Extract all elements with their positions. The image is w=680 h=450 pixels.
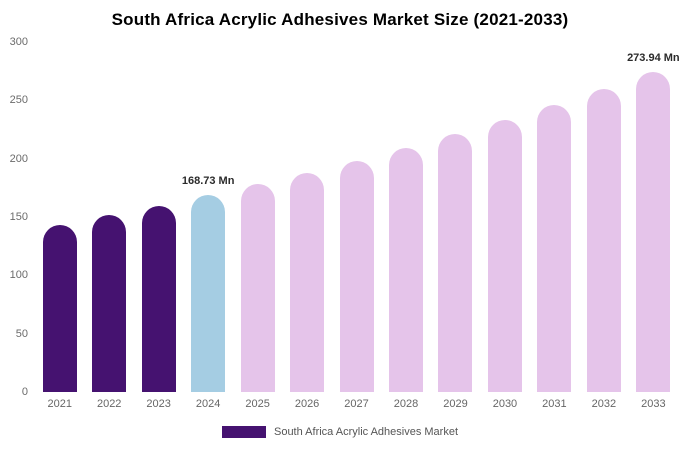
- bar-2030[interactable]: [487, 119, 522, 392]
- bar-column: [332, 42, 381, 392]
- y-axis-tick-label: 50: [15, 327, 28, 340]
- y-axis-tick-label: 0: [21, 386, 28, 398]
- bar-value-label: 168.73 Mn: [181, 175, 235, 188]
- bar-column: 168.73 Mn: [181, 42, 235, 392]
- bar-column: [233, 42, 282, 392]
- y-axis-tick-label: 300: [9, 36, 28, 48]
- bar-column: [84, 42, 133, 392]
- x-axis-label: 2030: [492, 398, 518, 410]
- bars: 168.73 Mn 273.94 Mn: [35, 42, 680, 392]
- bar-2033[interactable]: [636, 72, 671, 392]
- bar-2028[interactable]: [389, 147, 424, 392]
- x-axis-label: 2032: [591, 398, 617, 410]
- x-axis-label: 2021: [47, 398, 72, 410]
- bar-column: [381, 42, 430, 392]
- bar-2027[interactable]: [339, 160, 374, 392]
- bar-2029[interactable]: [438, 134, 473, 392]
- bar-2031[interactable]: [537, 104, 572, 392]
- bar-column: [282, 42, 331, 392]
- bar-column: [530, 42, 579, 392]
- bar-2024[interactable]: [191, 195, 226, 392]
- x-axis-label: 2025: [245, 398, 270, 410]
- x-axis-label: 2027: [344, 398, 369, 410]
- bar-column: [431, 42, 480, 392]
- bar-value-label: 273.94 Mn: [627, 52, 680, 65]
- legend[interactable]: South Africa Acrylic Adhesives Market: [0, 426, 680, 438]
- x-axis-label: 2028: [393, 398, 419, 410]
- y-axis-tick-label: 100: [9, 269, 28, 282]
- bar-column: [480, 42, 529, 392]
- x-axis-label: 2031: [542, 398, 567, 410]
- bar-2022[interactable]: [92, 215, 127, 392]
- bar-2021[interactable]: [42, 224, 77, 392]
- x-axis-label: 2022: [96, 398, 122, 410]
- bar-column: [35, 42, 84, 392]
- bar-column: [134, 42, 183, 392]
- x-axis-label: 2023: [146, 398, 171, 410]
- bar-2025[interactable]: [240, 184, 275, 392]
- x-axis-label: 2024: [195, 398, 221, 410]
- x-axis-label: 2026: [294, 398, 320, 410]
- x-axis-label: 2033: [641, 398, 666, 410]
- chart-title: South Africa Acrylic Adhesives Market Si…: [111, 10, 569, 29]
- legend-swatch: [221, 426, 266, 438]
- legend-label: South Africa Acrylic Adhesives Market: [273, 426, 459, 438]
- y-axis-tick-label: 200: [9, 152, 28, 165]
- bar-column: [579, 42, 628, 392]
- y-axis: 0 50 100 150 200 250 300: [0, 36, 30, 398]
- x-axis-label: 2029: [443, 398, 468, 410]
- bar-2026[interactable]: [290, 172, 325, 392]
- bar-2023[interactable]: [141, 205, 176, 392]
- y-axis-tick-label: 250: [9, 94, 28, 107]
- plot-area: 168.73 Mn 273.94 Mn: [35, 42, 680, 392]
- y-axis-tick-label: 150: [9, 211, 28, 223]
- bar-column: 273.94 Mn: [627, 42, 680, 392]
- bar-2032[interactable]: [586, 88, 621, 392]
- x-axis: 2021 2022 2023 2024 2025 2026 2027 2028 2029 2030…: [35, 398, 678, 410]
